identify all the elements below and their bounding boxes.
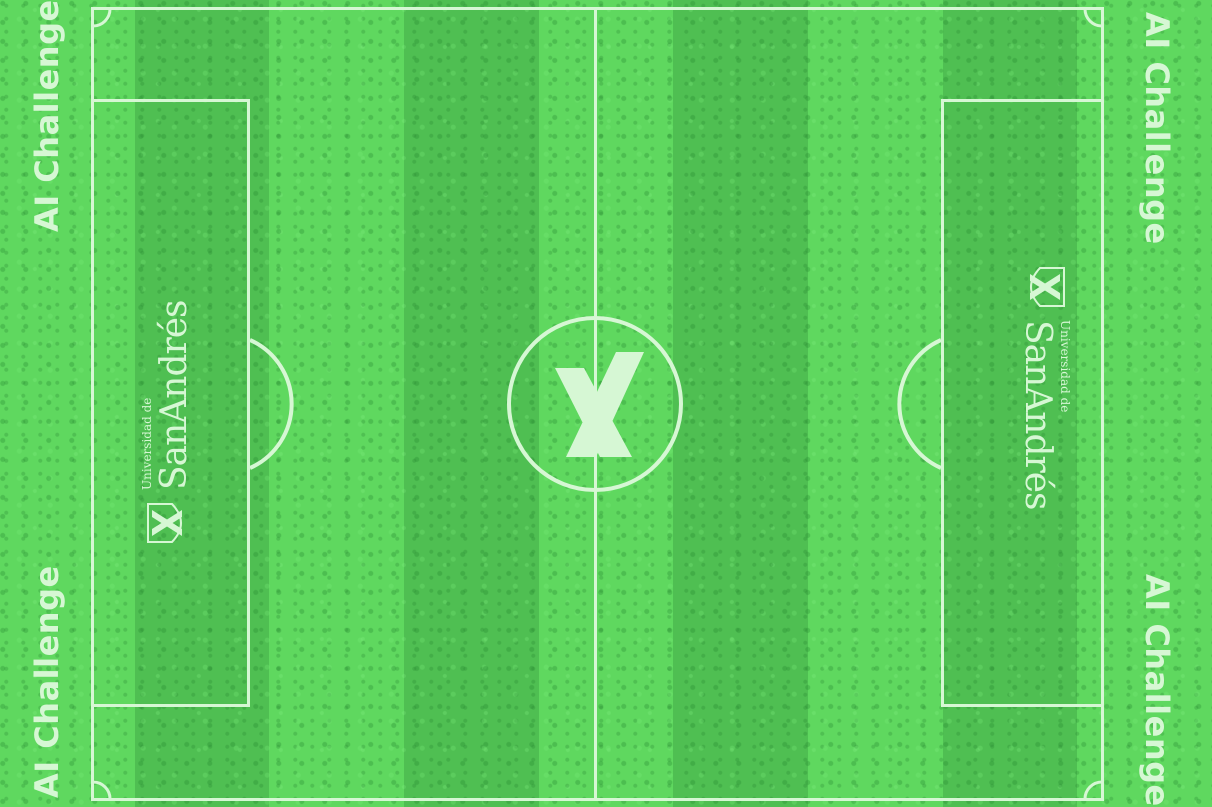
- university-name-small: Universidad de: [1058, 320, 1072, 413]
- center-circle: [507, 316, 683, 492]
- x-mark-icon: [555, 352, 644, 457]
- corner-arc-bottom-right: [1083, 780, 1103, 800]
- university-name-large: SanAndrés: [1017, 320, 1058, 510]
- corner-arc-bottom-left: [92, 780, 112, 800]
- grass-stripe: [673, 0, 809, 807]
- right-penalty-arc: [897, 338, 942, 470]
- side-label-bottom-left: AI Challenge: [28, 565, 66, 798]
- corner-arc-top-right: [1083, 8, 1103, 28]
- grass-stripe: [1077, 0, 1212, 807]
- side-label-bottom-right: AI Challenge: [1138, 574, 1176, 807]
- right-penalty-area: [941, 99, 1104, 707]
- corner-arc-top-left: [92, 8, 112, 28]
- left-penalty-area: [91, 99, 250, 707]
- side-label-top-right: AI Challenge: [1138, 12, 1176, 245]
- university-crest-icon: [1030, 267, 1065, 307]
- university-logo-right: Universidad de SanAndrés: [996, 258, 1076, 518]
- university-logo-left: Universidad de SanAndrés: [136, 292, 216, 552]
- side-label-top-left: AI Challenge: [28, 0, 66, 232]
- university-name-small: Universidad de: [140, 397, 154, 490]
- left-penalty-arc: [249, 338, 294, 470]
- grass-stripe: [808, 0, 944, 807]
- grass-stripe: [404, 0, 540, 807]
- university-name-large: SanAndrés: [154, 300, 195, 490]
- university-crest-icon: [147, 503, 182, 543]
- grass-stripe: [0, 0, 136, 807]
- grass-stripe: [942, 0, 1079, 807]
